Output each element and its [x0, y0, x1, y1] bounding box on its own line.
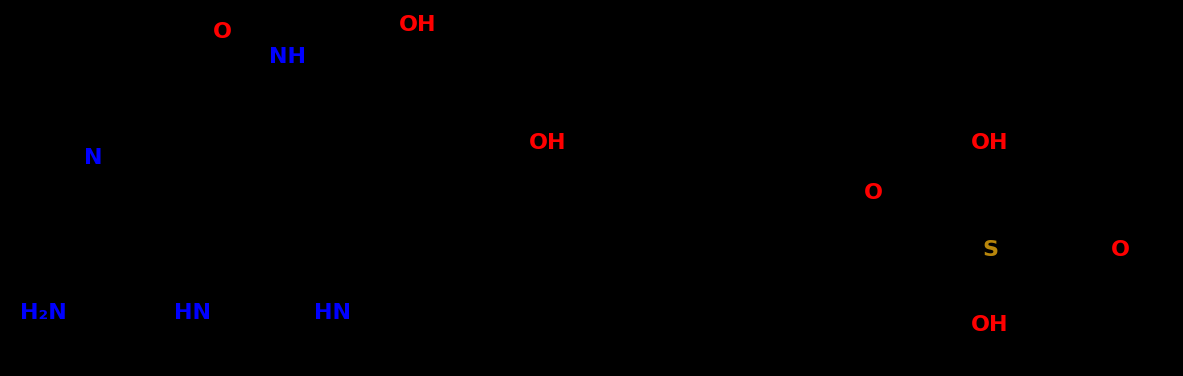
Text: S: S — [982, 240, 998, 260]
Text: NH: NH — [270, 47, 306, 67]
Text: HN: HN — [175, 303, 212, 323]
Text: N: N — [84, 148, 102, 168]
Text: HN: HN — [315, 303, 351, 323]
Text: O: O — [1111, 240, 1130, 260]
Text: O: O — [864, 183, 883, 203]
Text: OH: OH — [971, 315, 1009, 335]
Text: H₂N: H₂N — [20, 303, 66, 323]
Text: OH: OH — [971, 133, 1009, 153]
Text: OH: OH — [529, 133, 567, 153]
Text: O: O — [213, 22, 232, 42]
Text: OH: OH — [399, 15, 437, 35]
